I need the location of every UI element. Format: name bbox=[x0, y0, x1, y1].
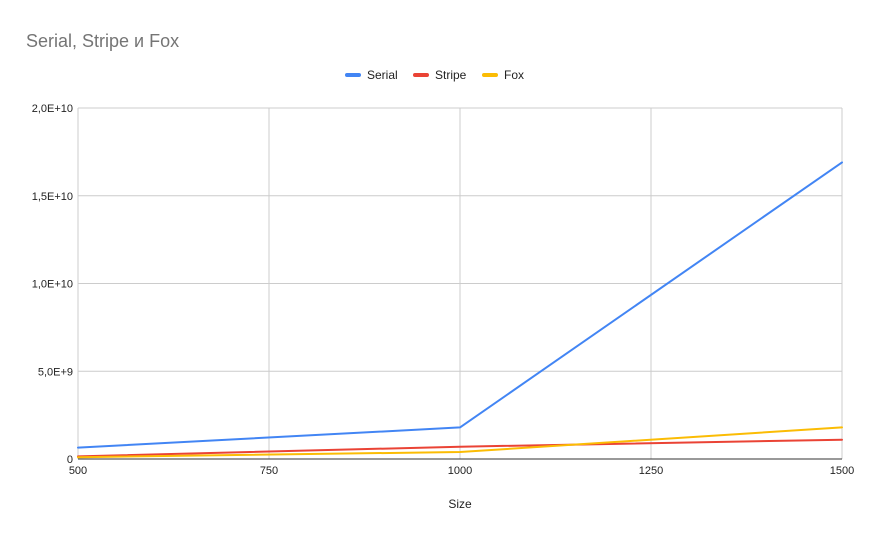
chart-title: Serial, Stripe и Fox bbox=[26, 31, 179, 51]
axes: 0 5,0E+9 1,0E+10 1,5E+10 2,0E+10 500 750 1000 12… bbox=[32, 103, 855, 477]
x-tick-label: 500 bbox=[69, 465, 87, 477]
series-line-fox bbox=[77, 426, 843, 459]
legend: Serial Stripe Fox bbox=[345, 68, 524, 82]
x-axis-label: Size bbox=[448, 497, 472, 511]
y-tick-label: 1,5E+10 bbox=[32, 191, 73, 203]
y-tick-label: 5,0E+9 bbox=[38, 366, 73, 378]
legend-item-stripe: Stripe bbox=[413, 68, 467, 82]
series-line-stripe bbox=[77, 438, 843, 458]
x-tick-label: 1500 bbox=[830, 465, 854, 477]
x-tick-label: 750 bbox=[260, 465, 278, 477]
legend-label: Fox bbox=[504, 68, 524, 82]
y-tick-label: 2,0E+10 bbox=[32, 103, 73, 115]
legend-item-serial: Serial bbox=[345, 68, 398, 82]
y-tick-label: 1,0E+10 bbox=[32, 279, 73, 291]
legend-item-fox: Fox bbox=[482, 68, 524, 82]
y-tick-label: 0 bbox=[67, 454, 73, 466]
series-lines bbox=[77, 161, 843, 459]
gridlines bbox=[77, 107, 843, 459]
legend-label: Stripe bbox=[435, 68, 467, 82]
x-tick-label: 1000 bbox=[448, 465, 472, 477]
x-tick-label: 1250 bbox=[639, 465, 663, 477]
series-line-serial bbox=[77, 161, 843, 449]
legend-label: Serial bbox=[367, 68, 398, 82]
